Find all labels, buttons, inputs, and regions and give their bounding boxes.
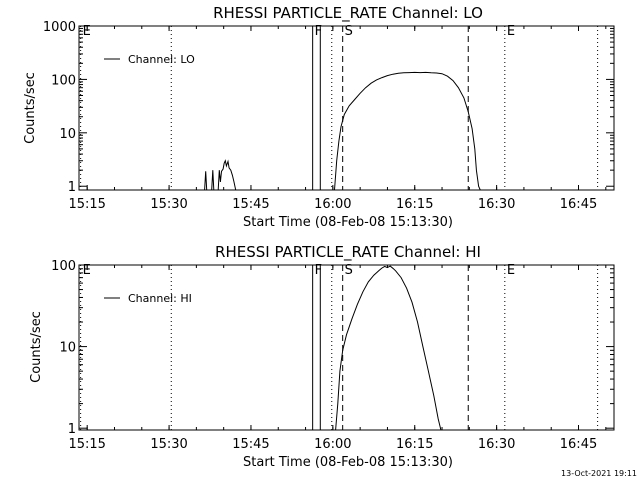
- plot-frame: [78, 25, 615, 191]
- legend: Channel: HI: [104, 292, 192, 305]
- y-tick-label: 1000: [43, 20, 76, 35]
- y-tick-label: 100: [51, 259, 76, 274]
- x-tick-label: 15:45: [232, 437, 269, 452]
- x-tick-label: 15:30: [150, 197, 187, 212]
- y-tick-label: 1: [68, 180, 76, 195]
- x-tick-label: 16:15: [396, 197, 433, 212]
- y-tick-label: 10: [59, 341, 76, 356]
- x-tick-label: 16:45: [560, 437, 597, 452]
- chart-title: RHESSI PARTICLE_RATE Channel: LO: [213, 4, 483, 23]
- chart-title: RHESSI PARTICLE_RATE Channel: HI: [215, 243, 481, 262]
- event-marker-label: F: [315, 24, 322, 39]
- event-marker-label: E: [83, 24, 91, 39]
- plot-frame: [78, 264, 615, 431]
- event-marker-label: S: [345, 24, 353, 39]
- x-tick-label: 16:00: [314, 197, 351, 212]
- event-marker-label: E: [507, 24, 515, 39]
- lo-channel-panel: RHESSI PARTICLE_RATE Channel: LO Start T…: [23, 4, 615, 230]
- y-axis-label: Counts/sec: [23, 72, 38, 144]
- x-tick-label: 16:00: [314, 437, 351, 452]
- y-tick-label: 100: [51, 73, 76, 88]
- series-line: [211, 170, 215, 191]
- x-tick-label: 15:15: [68, 197, 105, 212]
- x-axis-label: Start Time (08-Feb-08 15:13:30): [243, 455, 453, 470]
- series-line: [335, 265, 442, 431]
- event-marker-label: S: [345, 263, 353, 278]
- y-axis-label: Counts/sec: [29, 311, 44, 383]
- event-marker-label: E: [507, 263, 515, 278]
- legend-label: Channel: LO: [128, 53, 195, 66]
- x-tick-label: 15:15: [68, 437, 105, 452]
- event-marker-label: E: [83, 263, 91, 278]
- x-tick-label: 16:15: [396, 437, 433, 452]
- x-tick-label: 15:30: [150, 437, 187, 452]
- x-tick-label: 16:30: [478, 437, 515, 452]
- x-tick-label: 15:45: [232, 197, 269, 212]
- y-tick-label: 10: [59, 127, 76, 142]
- legend-label: Channel: HI: [128, 292, 192, 305]
- x-tick-label: 16:30: [478, 197, 515, 212]
- event-marker-label: F: [315, 263, 322, 278]
- hi-channel-panel: RHESSI PARTICLE_RATE Channel: HI Start T…: [29, 243, 615, 470]
- timestamp: 13-Oct-2021 19:11: [561, 469, 637, 478]
- x-tick-label: 16:45: [560, 197, 597, 212]
- y-tick-label: 1: [68, 422, 76, 437]
- series-line: [204, 171, 208, 191]
- legend: Channel: LO: [104, 53, 195, 66]
- x-axis-label: Start Time (08-Feb-08 15:13:30): [243, 215, 453, 230]
- series-line: [217, 159, 237, 191]
- series-line: [334, 71, 481, 191]
